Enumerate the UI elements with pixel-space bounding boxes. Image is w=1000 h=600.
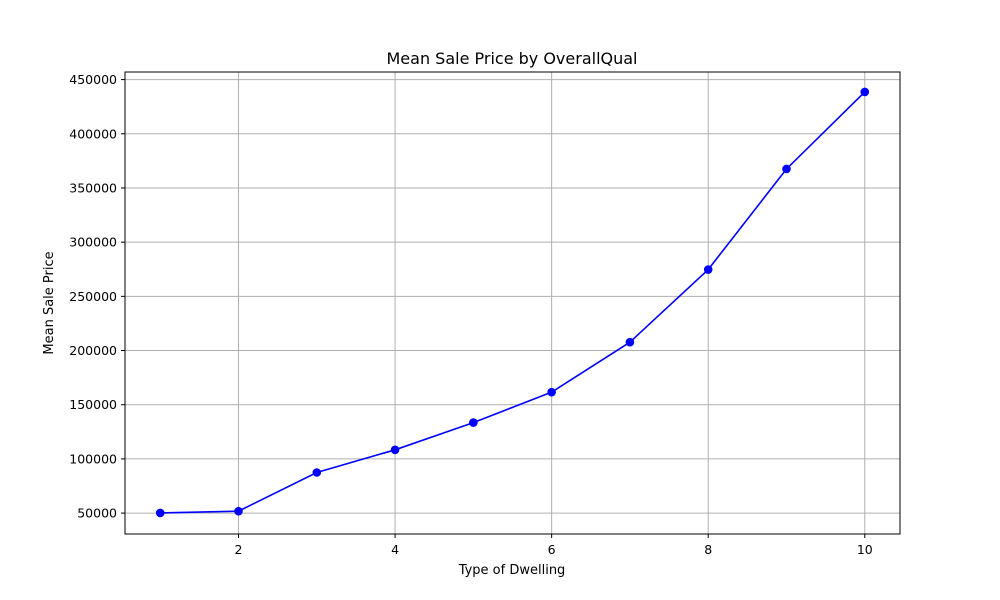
x-tick-label: 4 xyxy=(391,542,399,557)
series-line xyxy=(160,91,866,514)
data-point xyxy=(703,265,713,274)
data-point xyxy=(312,468,322,477)
plot-frame xyxy=(124,71,901,535)
data-point xyxy=(155,508,165,518)
y-tick-label: 250000 xyxy=(69,289,117,304)
data-point xyxy=(625,337,635,347)
y-tick-label: 200000 xyxy=(69,343,117,358)
y-tick-label: 150000 xyxy=(69,397,117,412)
y-tick-label: 350000 xyxy=(69,180,117,195)
data-point xyxy=(234,506,243,516)
y-tick-label: 400000 xyxy=(69,126,117,141)
grid xyxy=(125,72,900,534)
x-tick-label: 10 xyxy=(857,542,873,557)
data-point xyxy=(547,387,556,397)
x-tick-label: 2 xyxy=(235,542,243,557)
y-tick-label: 50000 xyxy=(77,506,117,521)
chart-title: Mean Sale Price by OverallQual xyxy=(386,49,637,68)
y-tick-label: 300000 xyxy=(69,235,117,250)
data-point xyxy=(860,87,870,97)
ticks: 2 4 6 8 10 50000 100000 150000 200000 250000 30000… xyxy=(69,72,872,557)
data-point xyxy=(469,418,478,427)
data-point xyxy=(782,164,791,174)
x-tick-label: 6 xyxy=(548,542,556,557)
y-tick-label: 450000 xyxy=(69,72,117,87)
y-tick-label: 100000 xyxy=(69,451,117,466)
x-axis-label: Type of Dwelling xyxy=(458,563,566,578)
data-point xyxy=(390,445,400,455)
series xyxy=(155,87,870,518)
y-axis-label: Mean Sale Price xyxy=(42,251,57,354)
x-tick-label: 8 xyxy=(704,542,712,557)
